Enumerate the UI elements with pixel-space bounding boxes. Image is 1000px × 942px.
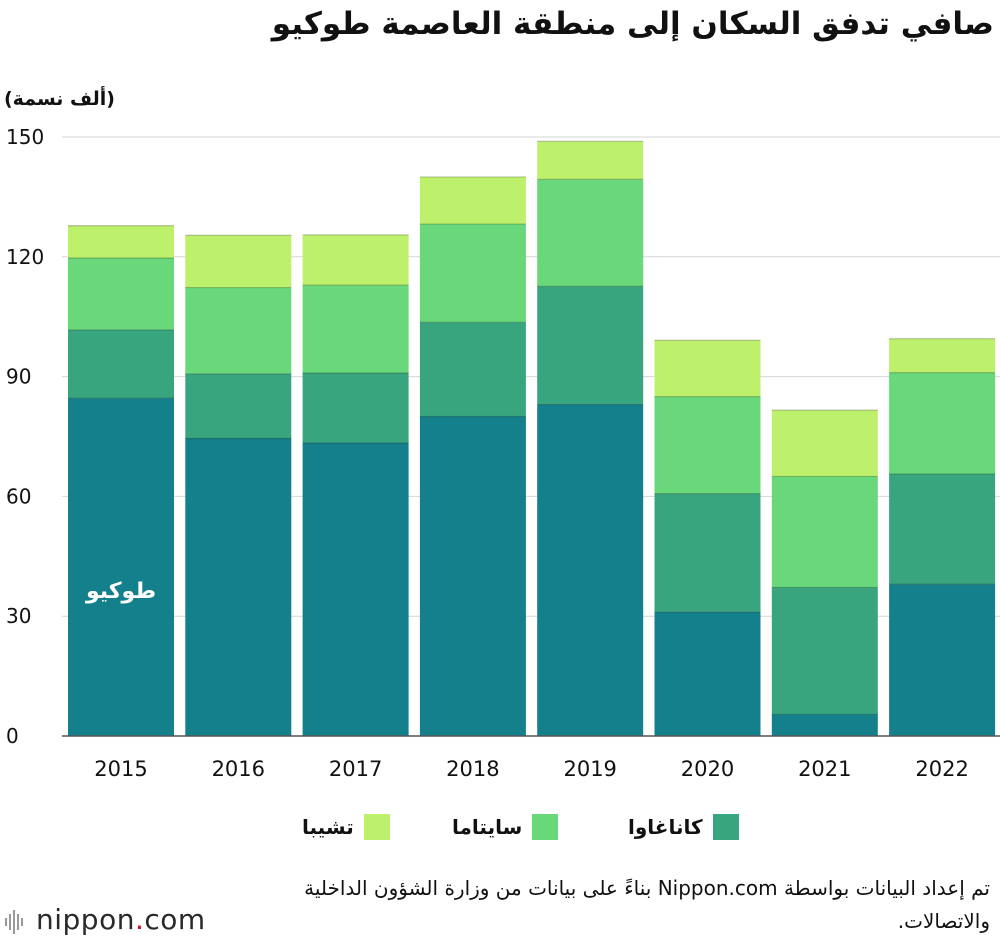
legend-label-chiba: تشيبا [302,815,354,839]
logo-name: nippon [36,903,135,936]
bar-segment-kanagawa-2018 [419,322,526,417]
bar-segment-saitama-2017 [302,285,409,374]
legend-label-saitama: سايتاما [452,815,523,839]
legend-swatch-chiba [363,814,390,840]
legend: كاناغاوا سايتاما تشيبا [0,812,1000,842]
y-axis-unit-label: (ألف نسمة) [4,88,115,110]
bar-segment-chiba-2017 [302,234,409,286]
x-tick-label-2016: 2016 [212,757,265,781]
bar-segment-tokyo-2019 [537,404,644,736]
bar-segment-tokyo-2020 [654,611,761,736]
nippon-logo-text: nippon.com [36,903,206,936]
chart-title: صافي تدفق السكان إلى منطقة العاصمة طوكيو [271,6,994,42]
bar-segment-kanagawa-2015 [68,329,174,399]
x-tick-label-2022: 2022 [915,757,968,781]
y-tick-label-0: 0 [6,724,19,748]
bar-segment-kanagawa-2017 [302,373,409,443]
bar-segment-kanagawa-2022 [889,474,996,585]
x-tick-label-2015: 2015 [94,757,147,781]
bar-segment-saitama-2015 [68,257,174,330]
bar-segment-saitama-2022 [889,372,996,475]
legend-label-kanagawa: كاناغاوا [628,815,703,839]
x-tick-label-2021: 2021 [798,757,851,781]
bar-segment-kanagawa-2020 [654,493,761,612]
bar-segment-chiba-2018 [419,176,526,225]
nippon-logo-icon [5,909,23,934]
stacked-bar-chart: 0 30 60 90 120 150 2015 2016 2017 2018 2019 2020 202… [6,125,1000,781]
legend-swatch-saitama [532,814,559,840]
bar-segment-tokyo-2016 [185,438,292,736]
legend-item-saitama: سايتاما [452,812,559,842]
legend-item-kanagawa: كاناغاوا [628,812,739,842]
logo-tld: com [144,903,206,936]
x-tick-label-2018: 2018 [446,757,499,781]
y-tick-label-30: 30 [6,604,31,628]
x-tick-label-2019: 2019 [563,757,616,781]
series-label-tokyo: طوكيو [85,579,156,604]
bar-segment-saitama-2019 [537,179,644,287]
bar-segment-chiba-2019 [537,141,644,180]
x-tick-label-2017: 2017 [329,757,382,781]
y-tick-label-120: 120 [6,245,44,269]
bar-segment-kanagawa-2019 [537,286,644,405]
bar-segment-chiba-2020 [654,340,761,397]
y-tick-label-150: 150 [6,125,44,149]
bar-segment-kanagawa-2016 [185,373,292,439]
bar-segment-kanagawa-2021 [771,587,878,715]
y-tick-label-90: 90 [6,365,31,389]
nippon-logo: nippon.com [4,903,206,936]
bar-segment-chiba-2016 [185,235,292,288]
y-tick-label-60: 60 [6,484,31,508]
bar-segment-saitama-2016 [185,287,292,374]
bar-segment-tokyo-2021 [771,714,878,736]
source-note: تم إعداد البيانات بواسطة Nippon.com بناء… [304,876,990,933]
bar-segment-saitama-2020 [654,396,761,494]
legend-item-chiba: تشيبا [302,812,390,842]
legend-swatch-kanagawa [712,814,739,840]
bar-segment-tokyo-2017 [302,442,409,736]
bar-segment-tokyo-2015 [68,398,174,736]
logo-dot: . [134,903,145,936]
bar-segment-chiba-2021 [771,410,878,477]
bar-segment-tokyo-2022 [889,584,996,736]
x-tick-label-2020: 2020 [681,757,734,781]
bar-segment-tokyo-2018 [419,416,526,736]
bar-segment-saitama-2021 [771,476,878,588]
bar-segment-saitama-2018 [419,224,526,323]
bar-segment-chiba-2022 [889,338,996,373]
bar-segment-chiba-2015 [68,225,174,258]
